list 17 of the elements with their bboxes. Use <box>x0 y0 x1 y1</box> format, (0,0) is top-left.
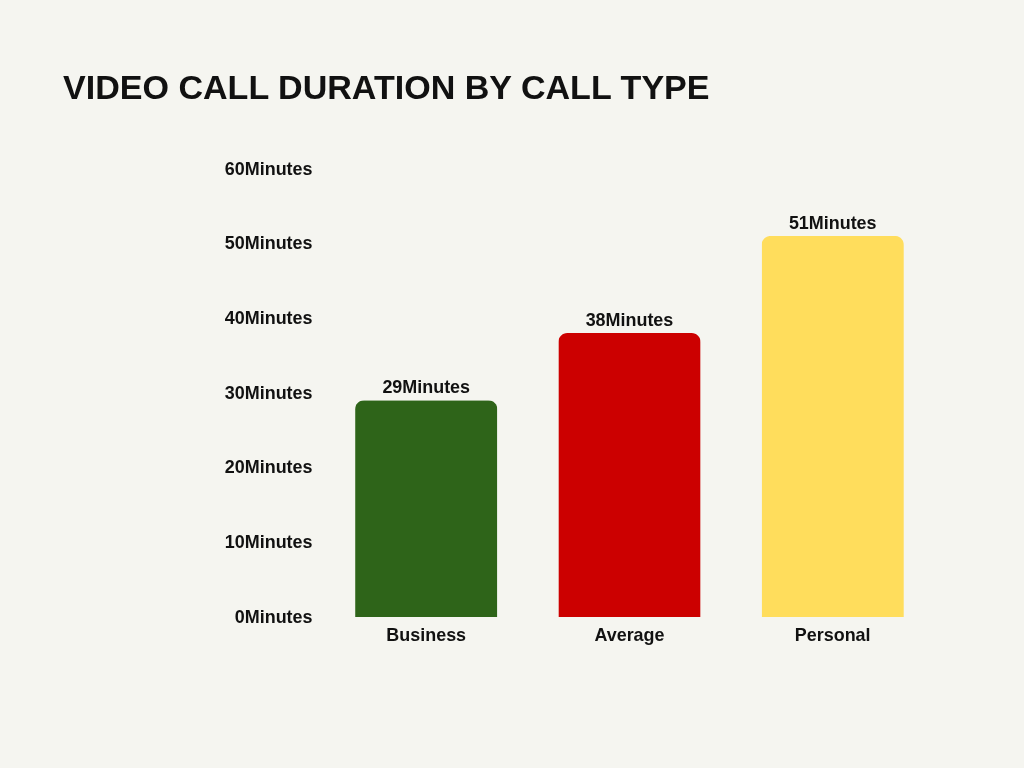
data-label: 51Minutes <box>788 212 877 233</box>
data-label: 38Minutes <box>585 309 674 330</box>
y-tick-label: 50Minutes <box>224 233 313 254</box>
y-tick-label: 60Minutes <box>224 158 313 179</box>
data-label: 29Minutes <box>382 377 471 398</box>
bar <box>355 400 498 618</box>
x-tick-label: Personal <box>794 624 871 645</box>
y-tick-label: 0Minutes <box>234 606 313 627</box>
bar <box>761 235 904 618</box>
y-tick-label: 40Minutes <box>224 307 313 328</box>
chart-title: VIDEO CALL DURATION BY CALL TYPE <box>62 67 710 106</box>
x-tick-label: Average <box>594 624 665 645</box>
x-tick-label: Business <box>386 624 467 645</box>
y-tick-label: 20Minutes <box>224 457 313 478</box>
y-tick-label: 30Minutes <box>224 382 313 403</box>
bar <box>558 333 701 618</box>
y-tick-label: 10Minutes <box>224 532 313 553</box>
